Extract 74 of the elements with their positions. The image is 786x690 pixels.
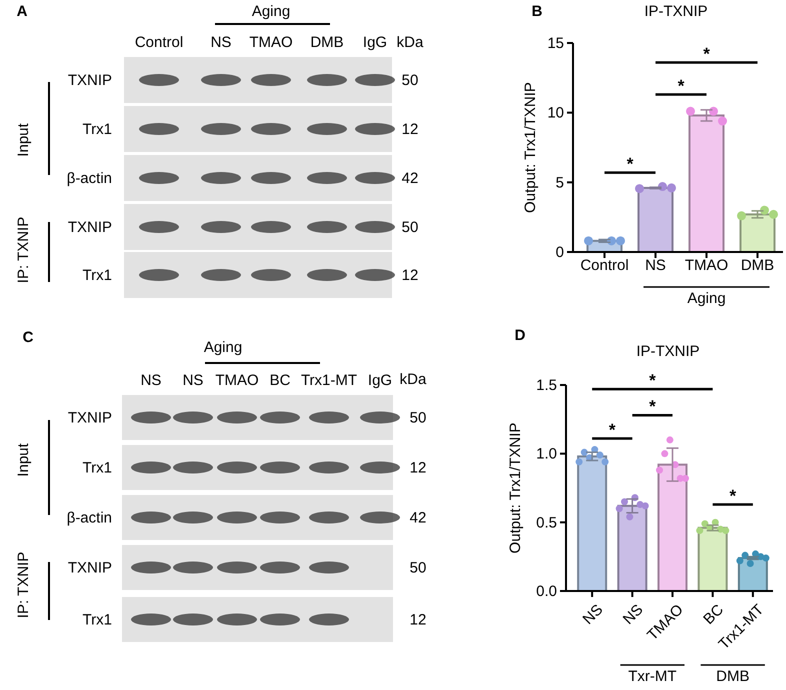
- category-label: TMAO: [215, 372, 259, 389]
- text: DMB: [716, 668, 750, 685]
- y-tick-label: 10: [547, 104, 564, 122]
- category-label: 12: [402, 121, 418, 138]
- y-tick-label: 0.0: [536, 583, 557, 600]
- text: C: [22, 329, 34, 346]
- chart-title: IP-TXNIP: [636, 343, 700, 360]
- category-label: Trx1-MT: [300, 372, 358, 389]
- x-tick-label: NS: [580, 601, 606, 628]
- category-label: Trx1: [82, 460, 112, 476]
- category-label: IgG: [368, 372, 392, 389]
- chart-title: IP-TXNIP: [644, 3, 708, 20]
- category-label: TMAO: [249, 34, 293, 51]
- category-label: NS: [210, 34, 232, 51]
- category-label: TXNIP: [68, 72, 112, 89]
- text: B: [532, 3, 543, 20]
- annotation: *: [649, 397, 656, 416]
- category-label: 12: [410, 460, 426, 476]
- text: D: [514, 327, 526, 344]
- y-tick-label: 1.5: [536, 377, 557, 394]
- y-axis-title: Output: Trx1/TXNIP: [507, 422, 524, 554]
- x-tick-label: NS: [645, 257, 666, 274]
- category-label: Trx1: [82, 612, 112, 628]
- category-label: DMB: [310, 34, 344, 51]
- category-label: 50: [410, 410, 426, 426]
- category-label: 50: [402, 219, 418, 236]
- category-label: 50: [410, 560, 426, 576]
- y-tick-label: 0: [556, 244, 564, 261]
- y-tick-label: 5: [556, 174, 564, 192]
- x-tick-label: DMB: [740, 257, 774, 274]
- category-label: NS: [140, 372, 162, 389]
- annotation: *: [608, 420, 616, 440]
- bar: [698, 526, 728, 592]
- category-label: TXNIP: [68, 560, 112, 576]
- text: Aging: [204, 339, 242, 356]
- y-tick-label: 1.0: [536, 446, 557, 463]
- annotation: *: [703, 44, 710, 64]
- y-tick-label: 0.5: [536, 514, 557, 532]
- annotation: *: [678, 76, 685, 96]
- y-axis-title: Output: Trx1/TXNIP: [522, 82, 539, 213]
- category-label: 50: [402, 72, 418, 89]
- text: Input: [15, 122, 32, 157]
- category-label: TXNIP: [68, 219, 112, 236]
- text: Aging: [252, 3, 290, 20]
- bar: [577, 455, 608, 592]
- text: Txr-MT: [628, 668, 677, 685]
- text: IP: TXNIP: [15, 216, 32, 284]
- category-label: Trx1: [82, 267, 112, 284]
- annotation: *: [626, 154, 634, 174]
- text: IP: TXNIP: [15, 552, 32, 618]
- text: kDa: [400, 371, 427, 388]
- category-label: TXNIP: [68, 410, 112, 426]
- category-label: Trx1: [82, 121, 112, 138]
- category-label: 42: [402, 170, 418, 187]
- bar: [638, 186, 674, 253]
- text: A: [16, 3, 28, 20]
- x-tick-label: NS: [620, 601, 647, 628]
- category-label: β-actin: [66, 170, 112, 187]
- text: Input: [15, 442, 32, 477]
- category-label: 42: [410, 510, 426, 526]
- category-label: NS: [182, 372, 204, 389]
- category-label: IgG: [362, 34, 388, 51]
- category-label: BC: [270, 372, 291, 389]
- annotation: *: [649, 371, 656, 390]
- x-tick-label: Control: [580, 257, 629, 274]
- text: kDa: [396, 34, 424, 51]
- category-label: 12: [410, 612, 426, 628]
- y-tick-label: 15: [547, 35, 564, 52]
- x-tick-label: TMAO: [684, 257, 728, 274]
- category-label: Control: [134, 34, 184, 51]
- annotation: *: [729, 486, 736, 506]
- category-label: β-actin: [66, 510, 112, 526]
- category-label: 12: [402, 267, 418, 284]
- text: Aging: [687, 290, 726, 307]
